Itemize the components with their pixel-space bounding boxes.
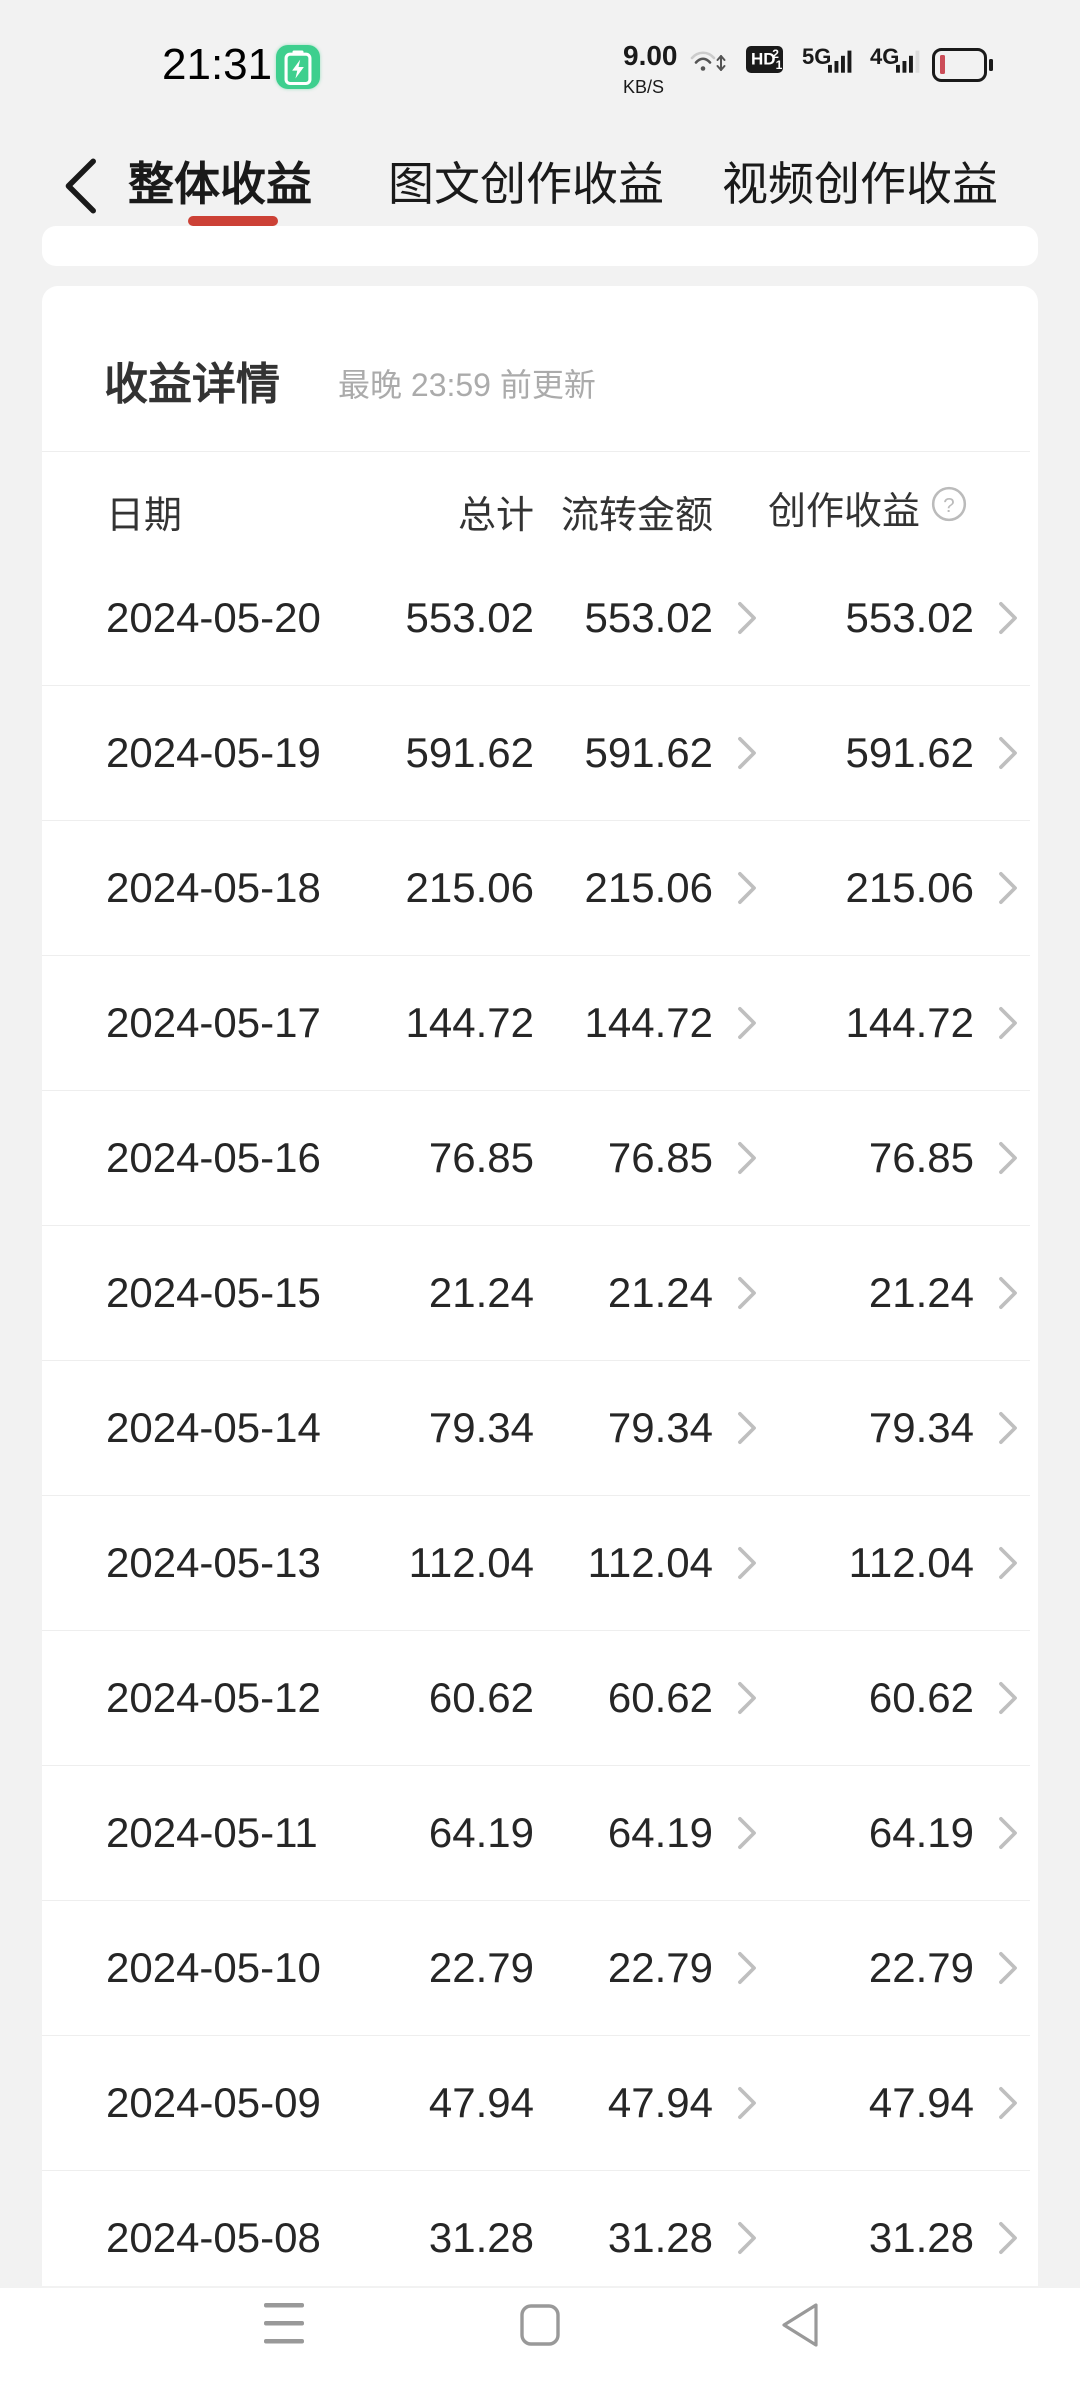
svg-text:?: ? [943, 494, 954, 517]
